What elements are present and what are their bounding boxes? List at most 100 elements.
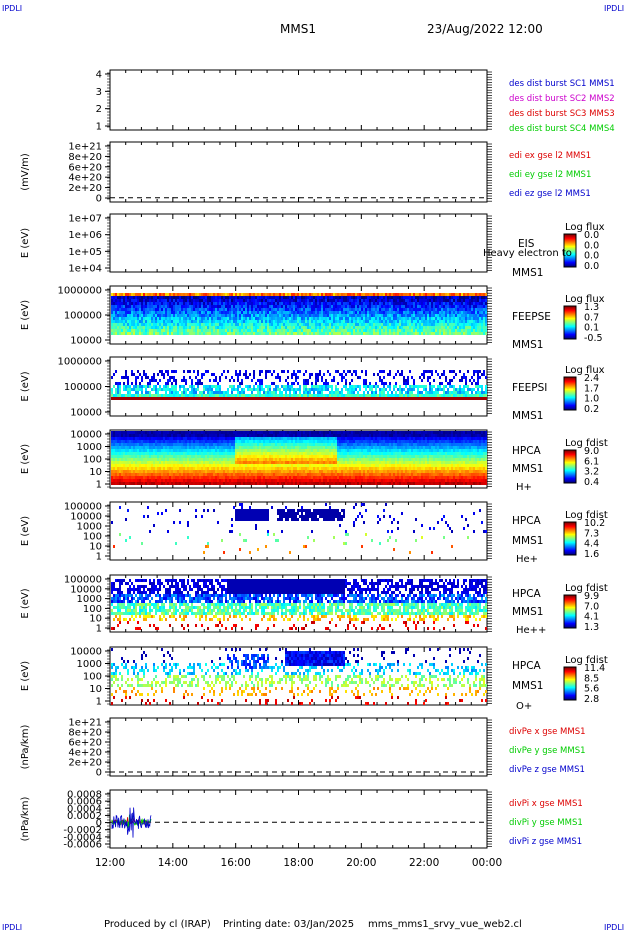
heat-cell — [447, 391, 449, 394]
heat-cell — [373, 305, 375, 308]
heat-cell — [137, 440, 139, 443]
heat-cell — [391, 391, 393, 394]
heat-cell — [355, 308, 357, 311]
heat-cell — [437, 302, 439, 305]
heat-cell — [137, 391, 139, 394]
heat-cell — [275, 296, 277, 299]
heat-cell — [471, 296, 473, 299]
heat-cell — [331, 326, 333, 329]
colorbar-step — [564, 254, 576, 256]
heat-cell — [411, 326, 413, 329]
heat-cell — [197, 317, 199, 320]
heat-cell — [139, 467, 141, 470]
heat-cell — [149, 437, 151, 440]
heat-cell — [351, 296, 353, 299]
heat-cell — [411, 305, 413, 308]
heat-cell — [417, 326, 419, 329]
heat-cell — [337, 391, 339, 394]
heat-cell — [239, 308, 241, 311]
heat-cell — [203, 308, 205, 311]
heat-cell — [263, 388, 265, 391]
heat-cell — [323, 332, 325, 335]
heat-cell — [147, 317, 149, 320]
heat-cell — [471, 382, 473, 385]
heat-cell — [131, 323, 133, 326]
heat-cell — [215, 317, 217, 320]
heat-cell — [217, 382, 219, 385]
heat-cell — [251, 305, 253, 308]
heat-cell — [335, 397, 337, 400]
heat-cell — [191, 388, 193, 391]
heat-cell — [307, 382, 309, 385]
heat-cell — [457, 293, 459, 296]
heat-cell — [287, 332, 289, 335]
heat-cell — [219, 296, 221, 299]
heat-cell — [387, 293, 389, 296]
heat-cell — [479, 376, 481, 379]
heat-cell — [375, 320, 377, 323]
heat-cell — [293, 397, 295, 400]
heat-cell — [153, 443, 155, 446]
heat-cell — [223, 332, 225, 335]
heat-cell — [253, 388, 255, 391]
heat-cell — [277, 296, 279, 299]
heat-cell — [321, 296, 323, 299]
heat-cell — [215, 376, 217, 379]
heat-cell — [155, 332, 157, 335]
heat-cell — [385, 323, 387, 326]
heat-cell — [435, 323, 437, 326]
heat-cell — [357, 311, 359, 314]
heat-cell — [123, 455, 125, 458]
heat-cell — [401, 299, 403, 302]
heat-cell — [115, 394, 117, 397]
heat-cell — [195, 326, 197, 329]
heat-cell — [389, 332, 391, 335]
heat-cell — [195, 311, 197, 314]
heat-cell — [431, 323, 433, 326]
heat-cell — [279, 293, 281, 296]
heat-cell — [433, 308, 435, 311]
heat-cell — [113, 296, 115, 299]
heat-cell — [247, 299, 249, 302]
heat-cell — [149, 308, 151, 311]
heat-cell — [117, 458, 119, 461]
colorbar-step — [564, 456, 576, 458]
heat-cell — [427, 302, 429, 305]
heat-cell — [349, 394, 351, 397]
heat-cell — [255, 382, 257, 385]
heat-cell — [387, 332, 389, 335]
heat-cell — [325, 296, 327, 299]
heat-cell — [285, 332, 287, 335]
colorbar-step — [564, 379, 576, 381]
heat-cell — [185, 314, 187, 317]
heat-cell — [373, 308, 375, 311]
heat-cell — [149, 446, 151, 449]
heat-cell — [251, 329, 253, 332]
heat-cell — [409, 311, 411, 314]
heat-cell — [143, 373, 145, 376]
heat-cell — [123, 376, 125, 379]
heat-cell — [401, 332, 403, 335]
heat-cell — [297, 314, 299, 317]
heat-cell — [443, 394, 445, 397]
heat-cell — [115, 370, 117, 373]
heat-cell — [403, 299, 405, 302]
heat-cell — [365, 302, 367, 305]
heat-cell — [427, 296, 429, 299]
heat-cell — [207, 305, 209, 308]
heat-cell — [173, 391, 175, 394]
heat-cell — [357, 391, 359, 394]
heat-cell — [267, 302, 269, 305]
heat-cell — [431, 311, 433, 314]
heat-cell — [309, 314, 311, 317]
heat-cell — [187, 296, 189, 299]
heat-cell — [179, 308, 181, 311]
heat-cell — [125, 311, 127, 314]
heat-cell — [187, 323, 189, 326]
heat-cell — [131, 443, 133, 446]
heat-cell — [439, 394, 441, 397]
heat-cell — [137, 461, 139, 464]
heat-cell — [423, 305, 425, 308]
heat-cell — [451, 326, 453, 329]
heat-cell — [133, 467, 135, 470]
